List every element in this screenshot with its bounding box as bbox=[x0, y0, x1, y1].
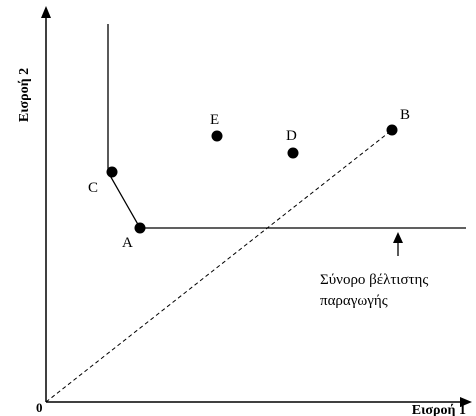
x-axis-title: Εισροή 1 bbox=[412, 403, 466, 416]
y-axis-title: Εισροή 2 bbox=[17, 68, 32, 122]
ray-origin-to-b bbox=[45, 129, 393, 403]
annotation-line-1: Σύνορο βέλτιστης bbox=[320, 272, 428, 288]
origin-label: 0 bbox=[36, 400, 43, 415]
annotation-arrow-icon bbox=[393, 232, 403, 243]
point-b-label: B bbox=[400, 107, 410, 123]
y-axis-arrow-icon bbox=[41, 6, 51, 18]
point-a-marker bbox=[134, 222, 146, 234]
annotation-line-2: παραγωγής bbox=[320, 293, 388, 309]
point-c-label: C bbox=[88, 180, 98, 196]
point-d-label: D bbox=[286, 128, 297, 144]
point-e-marker bbox=[211, 130, 223, 142]
efficiency-frontier-line bbox=[107, 24, 466, 229]
x-axis-arrow-icon bbox=[460, 397, 472, 407]
point-a-label: A bbox=[122, 235, 133, 251]
point-d-marker bbox=[287, 147, 299, 159]
point-e-label: E bbox=[210, 112, 219, 128]
point-b-marker bbox=[386, 124, 398, 136]
point-c-marker bbox=[106, 166, 118, 178]
